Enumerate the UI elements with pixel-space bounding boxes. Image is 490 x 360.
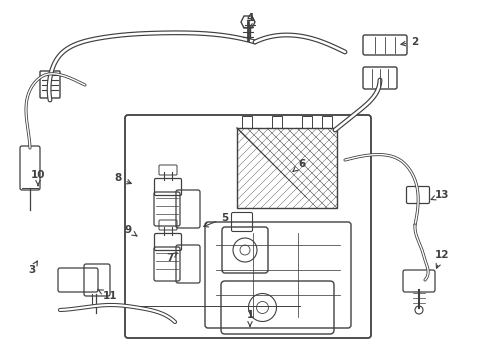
Text: 1: 1: [246, 310, 254, 326]
Text: 11: 11: [98, 289, 117, 301]
Text: 6: 6: [293, 159, 306, 171]
Text: 10: 10: [31, 170, 45, 186]
Text: 12: 12: [435, 250, 449, 268]
Bar: [322, 116, 332, 128]
Text: 4: 4: [246, 13, 254, 29]
Text: 8: 8: [114, 173, 131, 184]
Text: 5: 5: [204, 213, 229, 227]
Text: 9: 9: [124, 225, 137, 236]
Text: 3: 3: [28, 261, 37, 275]
Text: 13: 13: [431, 190, 449, 200]
Bar: [242, 116, 252, 128]
Bar: [237, 128, 337, 208]
Bar: [272, 116, 282, 128]
Text: 7: 7: [166, 253, 177, 263]
Text: 2: 2: [401, 37, 418, 47]
Bar: [302, 116, 312, 128]
